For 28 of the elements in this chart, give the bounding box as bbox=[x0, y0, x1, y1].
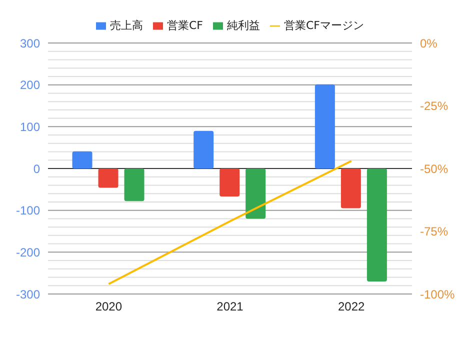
y-tick-label: -200 bbox=[16, 245, 40, 260]
bar bbox=[124, 168, 144, 202]
legend-label: 純利益 bbox=[227, 19, 260, 32]
legend-label: 営業CF bbox=[166, 19, 203, 32]
bar bbox=[98, 168, 118, 188]
y2-tick-label: -75% bbox=[420, 224, 448, 239]
y-tick-label: 0 bbox=[33, 162, 40, 176]
y-tick-label: -100 bbox=[16, 204, 40, 218]
y-tick-label: 100 bbox=[20, 120, 40, 134]
bar bbox=[72, 151, 92, 168]
bar bbox=[246, 168, 266, 219]
y-tick-label: 200 bbox=[20, 78, 40, 92]
bar bbox=[194, 130, 214, 168]
bar bbox=[314, 84, 335, 168]
bar bbox=[220, 168, 240, 197]
x-tick-label: 2020 bbox=[95, 300, 122, 314]
bar bbox=[340, 168, 361, 208]
y-tick-label: 300 bbox=[20, 36, 40, 50]
legend-label: 営業CFマージン bbox=[284, 19, 364, 32]
bar bbox=[366, 168, 387, 282]
x-tick-label: 2022 bbox=[338, 300, 366, 314]
y2-tick-label: -25% bbox=[420, 99, 448, 114]
x-tick-label: 2021 bbox=[216, 300, 244, 314]
y2-tick-label: -100% bbox=[420, 287, 456, 302]
y-tick-label: -300 bbox=[16, 287, 40, 302]
legend-label: 売上高 bbox=[110, 19, 143, 32]
y2-tick-label: -50% bbox=[420, 162, 448, 176]
y2-tick-label: 0% bbox=[420, 36, 438, 50]
